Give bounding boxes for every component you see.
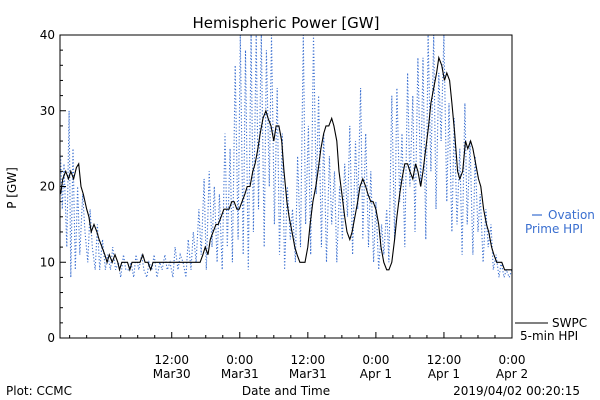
x-axis-label: Date and Time [242, 384, 330, 398]
x-tick-date: Mar31 [221, 367, 259, 381]
x-tick-time: 0:00 [499, 353, 526, 367]
swpc-legend-label-1: SWPC [552, 316, 587, 330]
x-tick-date: Apr 1 [360, 367, 392, 381]
ovation-legend-label-1: Ovation [548, 208, 595, 222]
x-tick-time: 12:00 [291, 353, 326, 367]
ovation-legend-label-2: Prime HPI [525, 222, 583, 236]
plot-credit: Plot: CCMC [6, 384, 72, 398]
y-tick-label: 40 [40, 28, 55, 42]
y-tick-label: 20 [40, 180, 55, 194]
y-axis-label: P [GW] [5, 167, 19, 209]
ovation-prime-series-line [60, 35, 512, 280]
chart-title: Hemispheric Power [GW] [193, 14, 380, 32]
y-axis: 0 10 20 30 40 [40, 28, 66, 345]
plot-series [60, 35, 512, 280]
y-tick-label: 10 [40, 255, 55, 269]
x-tick-time: 0:00 [226, 353, 253, 367]
x-tick-time: 0:00 [362, 353, 389, 367]
y-tick-label: 30 [40, 104, 55, 118]
x-tick-date: Apr 2 [496, 367, 528, 381]
x-tick-date: Mar31 [289, 367, 327, 381]
plot-timestamp: 2019/04/02 00:20:15 [453, 384, 580, 398]
y-tick-label: 0 [47, 331, 55, 345]
x-tick-time: 12:00 [154, 353, 189, 367]
swpc-hpi-series-line [60, 55, 512, 272]
x-tick-time: 12:00 [427, 353, 462, 367]
plot-frame [59, 34, 513, 339]
x-tick-date: Apr 1 [428, 367, 460, 381]
swpc-legend-label-2: 5-min HPI [520, 329, 578, 343]
x-tick-date: Mar30 [153, 367, 191, 381]
